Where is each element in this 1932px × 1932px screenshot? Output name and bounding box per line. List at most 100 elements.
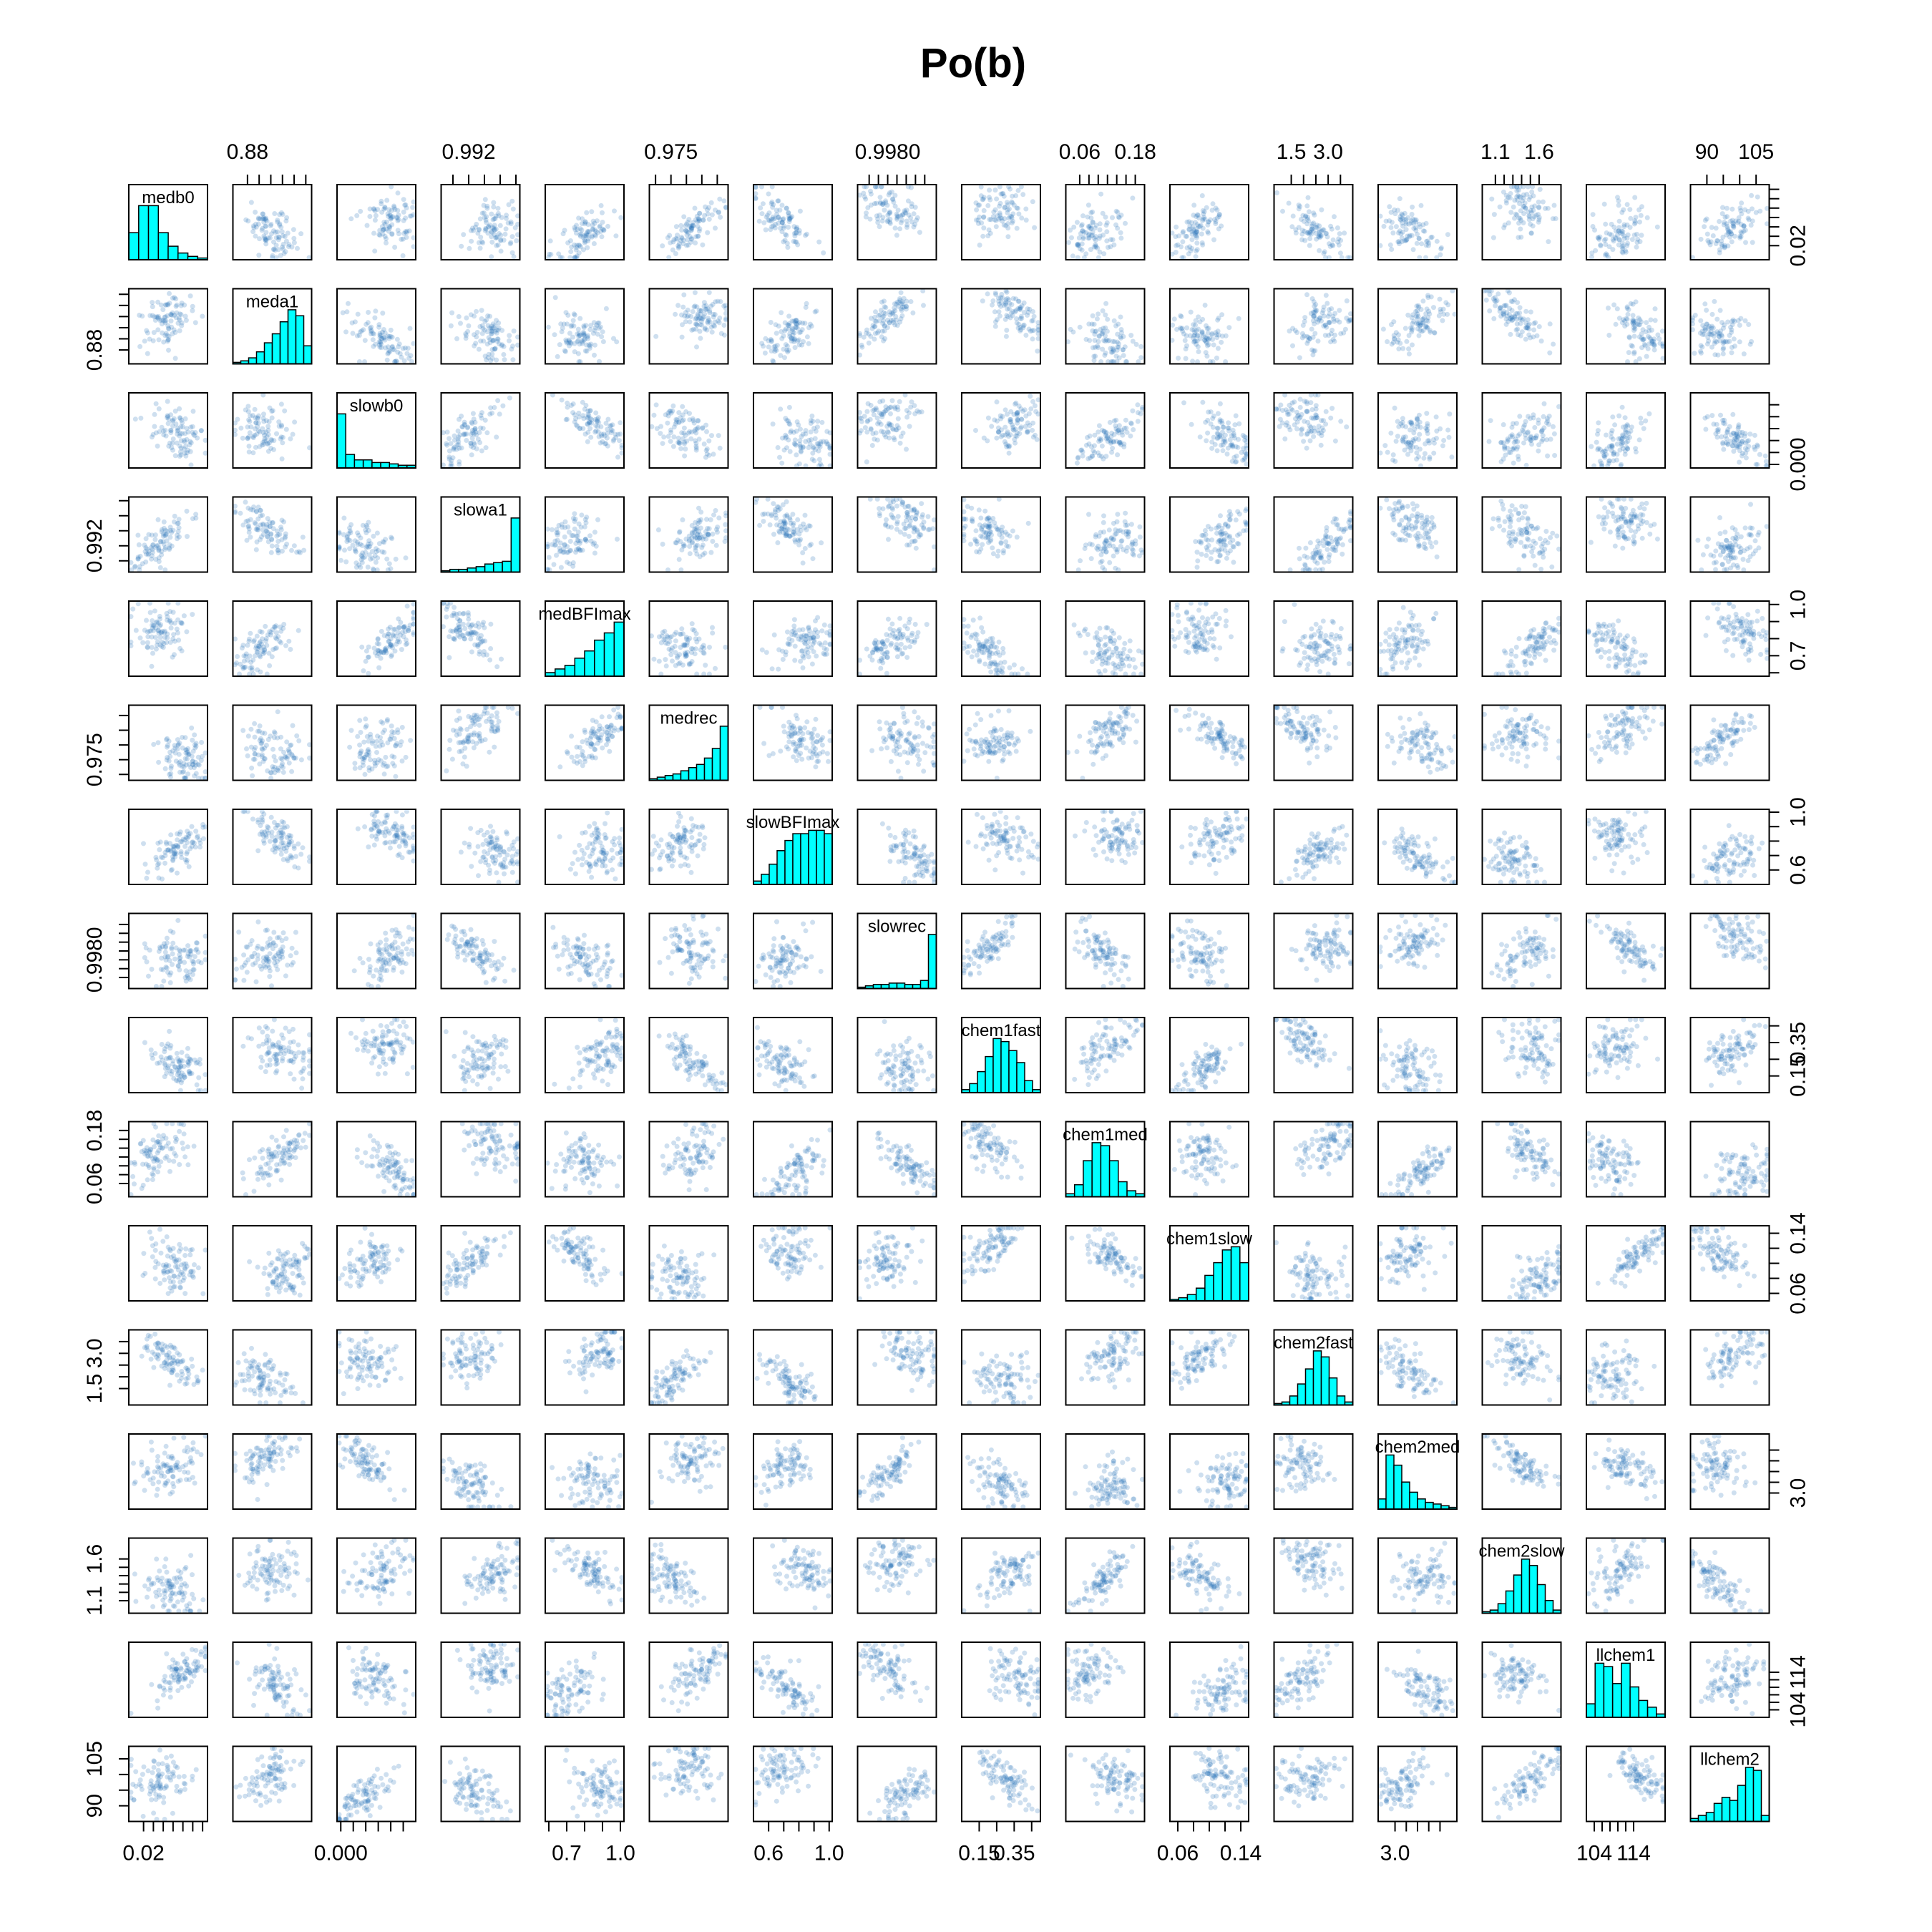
- scatter-point: [1196, 314, 1201, 320]
- scatter-point: [1130, 195, 1136, 201]
- scatter-point: [280, 212, 286, 217]
- scatter-point: [366, 310, 371, 315]
- scatter-point: [284, 215, 290, 220]
- scatter-point: [887, 422, 893, 428]
- scatter-point: [575, 351, 581, 356]
- scatter-point: [1184, 233, 1190, 239]
- scatter-point: [474, 308, 479, 314]
- scatter-point: [382, 233, 388, 239]
- scatter-point: [457, 459, 462, 464]
- scatter-point: [484, 341, 490, 347]
- scatter-point: [1025, 520, 1031, 526]
- panel-slowa1-vs-medrec: [648, 496, 729, 573]
- scatter-point: [909, 507, 914, 513]
- scatter-point: [372, 208, 378, 214]
- scatter-point: [190, 409, 196, 414]
- scatter-point: [1437, 296, 1443, 302]
- scatter-point: [1644, 320, 1649, 326]
- scatter-point: [365, 320, 371, 326]
- panel-meda1-vs-slowb0: [336, 288, 416, 365]
- scatter-point: [1302, 228, 1307, 234]
- scatter-point: [787, 515, 793, 521]
- scatter-point: [384, 236, 389, 242]
- scatter-point: [1414, 303, 1420, 309]
- scatter-point: [295, 245, 300, 251]
- scatter-point: [150, 300, 155, 306]
- scatter-point: [701, 441, 707, 447]
- scatter-point: [1739, 200, 1745, 206]
- scatter-point: [1033, 409, 1039, 414]
- scatter-point: [892, 308, 898, 313]
- scatter-point: [1440, 318, 1445, 323]
- scatter-point: [861, 334, 867, 340]
- scatter-point: [913, 545, 919, 551]
- hist-bar: [303, 345, 313, 365]
- scatter-point: [380, 231, 386, 237]
- scatter-point: [246, 444, 252, 449]
- scatter-point: [462, 422, 468, 428]
- scatter-point: [1138, 355, 1144, 361]
- scatter-point: [1294, 426, 1299, 431]
- scatter-point: [1619, 210, 1625, 215]
- scatter-point: [1613, 321, 1619, 327]
- scatter-point: [1438, 252, 1443, 258]
- scatter-point: [705, 531, 711, 537]
- scatter-point: [371, 230, 376, 236]
- scatter-point: [673, 311, 678, 317]
- scatter-point: [393, 556, 399, 562]
- scatter-point: [1202, 303, 1208, 308]
- scatter-point: [605, 416, 611, 422]
- scatter-point: [386, 224, 391, 230]
- scatter-point: [469, 238, 474, 244]
- scatter-point: [904, 509, 910, 515]
- panel-slowa1-vs-slowBFImax: [753, 496, 833, 573]
- scatter-point: [404, 228, 410, 234]
- scatter-point: [557, 342, 562, 348]
- scatter-point: [797, 208, 803, 214]
- scatter-point: [1385, 339, 1390, 344]
- panel-meda1-vs-chem2slow: [1481, 288, 1562, 365]
- scatter-point: [576, 215, 582, 221]
- scatter-point: [384, 226, 389, 232]
- scatter-point: [660, 243, 665, 249]
- scatter-point: [254, 431, 260, 437]
- scatter-point: [1737, 323, 1742, 328]
- scatter-point: [499, 343, 504, 348]
- scatter-point: [283, 544, 288, 550]
- scatter-point: [814, 441, 820, 447]
- scatter-point: [273, 255, 279, 260]
- scatter-point: [291, 543, 297, 549]
- scatter-point: [1108, 438, 1113, 444]
- scatter-point: [819, 540, 824, 546]
- scatter-point: [693, 543, 698, 549]
- scatter-point: [585, 414, 591, 420]
- scatter-point: [1336, 242, 1342, 248]
- scatter-point: [467, 245, 472, 251]
- scatter-point: [617, 438, 622, 444]
- scatter-point: [673, 251, 678, 256]
- scatter-point: [1402, 447, 1407, 453]
- scatter-point: [721, 323, 727, 328]
- scatter-point: [721, 303, 727, 309]
- scatter-point: [787, 533, 793, 539]
- variable-label: medb0: [142, 188, 194, 208]
- scatter-point: [1003, 299, 1009, 305]
- scatter-point: [1749, 338, 1755, 344]
- scatter-point: [668, 408, 673, 414]
- scatter-point: [796, 542, 802, 547]
- scatter-point: [1721, 345, 1727, 351]
- scatter-point: [1536, 219, 1541, 225]
- scatter-point: [775, 445, 781, 450]
- scatter-point: [1205, 229, 1211, 235]
- scatter-point: [615, 537, 620, 542]
- scatter-point: [709, 212, 715, 218]
- scatter-point: [587, 533, 592, 539]
- scatter-point: [665, 420, 670, 426]
- scatter-point: [1211, 413, 1216, 419]
- scatter-point: [892, 203, 898, 209]
- scatter-point: [794, 225, 800, 230]
- scatter-point: [1220, 424, 1226, 430]
- scatter-point: [167, 291, 172, 296]
- scatter-point: [486, 351, 492, 357]
- scatter-point: [784, 347, 790, 353]
